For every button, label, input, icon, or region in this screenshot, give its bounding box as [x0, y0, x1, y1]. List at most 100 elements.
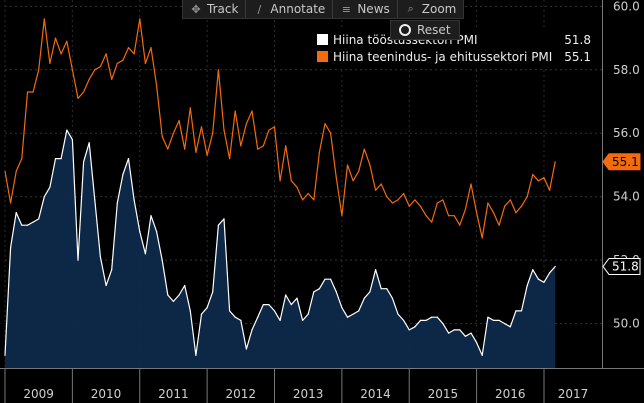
data-point [88, 78, 90, 80]
data-point [10, 246, 12, 248]
data-point [10, 202, 12, 204]
data-point [363, 148, 365, 150]
annotate-button[interactable]: ∕ Annotate [246, 0, 334, 18]
data-point [99, 66, 101, 68]
data-point [515, 212, 517, 214]
data-point [32, 91, 34, 93]
data-point [105, 284, 107, 287]
data-point [414, 326, 416, 328]
data-point [464, 335, 466, 337]
data-point [279, 180, 281, 182]
data-point [83, 161, 85, 163]
chart-toolbar: ✥ Track ∕ Annotate ≡ News ⌕ Zoom [182, 0, 465, 19]
series-area-fill [5, 130, 556, 368]
data-point [273, 310, 276, 312]
reset-label: Reset [417, 23, 451, 37]
data-point [520, 205, 523, 207]
data-point [234, 110, 236, 112]
news-button[interactable]: ≡ News [333, 0, 398, 18]
data-point [150, 215, 152, 217]
data-point [537, 180, 540, 182]
data-point [49, 186, 51, 188]
data-point [43, 196, 45, 198]
data-point [408, 329, 410, 331]
data-point [442, 323, 444, 325]
news-label: News [357, 2, 390, 16]
data-point [324, 278, 326, 280]
data-point [150, 47, 152, 49]
data-point [549, 272, 551, 274]
data-point [464, 208, 466, 210]
data-point [285, 145, 287, 147]
track-button[interactable]: ✥ Track [183, 0, 247, 18]
data-point [476, 212, 478, 214]
data-point [212, 132, 214, 134]
data-point [156, 231, 158, 233]
data-point [358, 170, 360, 172]
y-tick-label: 58.0 [613, 63, 640, 77]
data-point [341, 307, 343, 309]
data-point [161, 135, 163, 137]
data-point [419, 319, 422, 321]
legend-item-services[interactable]: Hiina teenindus- ja ehitussektori PMI 55… [317, 48, 591, 65]
data-point [161, 259, 163, 261]
data-point [419, 205, 422, 207]
data-point [448, 332, 450, 334]
data-point [391, 297, 393, 299]
data-point [532, 173, 534, 176]
data-point [520, 310, 523, 312]
data-point [391, 202, 393, 204]
data-point [431, 221, 433, 223]
reset-button[interactable]: Reset [390, 20, 460, 40]
data-point [172, 132, 174, 134]
data-point [515, 310, 517, 312]
data-point [554, 161, 556, 163]
data-point [234, 316, 236, 318]
data-point [498, 319, 500, 321]
reset-icon [399, 24, 411, 36]
annotate-label: Annotate [270, 2, 326, 16]
data-point [178, 294, 180, 296]
data-point [200, 313, 203, 315]
data-point [453, 329, 455, 331]
crosshair-icon: ✥ [191, 2, 201, 16]
x-tick-label: 2015 [428, 387, 459, 401]
data-point [66, 40, 68, 42]
data-point [262, 304, 264, 306]
legend-label: Hiina teenindus- ja ehitussektori PMI [333, 49, 553, 64]
data-point [403, 319, 405, 321]
data-point [290, 180, 292, 182]
data-point [71, 69, 73, 71]
data-point [481, 354, 483, 356]
data-point [375, 269, 377, 271]
data-point [4, 170, 6, 172]
news-icon: ≡ [341, 2, 351, 16]
data-point [111, 78, 113, 80]
data-point [60, 158, 62, 160]
magnifier-icon: ⌕ [407, 2, 414, 15]
data-point [352, 180, 354, 182]
data-point [195, 354, 197, 356]
data-point [431, 316, 433, 318]
data-point [268, 304, 270, 306]
data-point [26, 224, 29, 226]
data-point [380, 288, 382, 290]
data-point [21, 224, 23, 226]
data-point [32, 221, 34, 223]
data-point [532, 269, 534, 271]
data-point [537, 278, 540, 280]
data-point [206, 154, 208, 156]
data-point [408, 205, 410, 207]
data-point [330, 278, 332, 280]
data-point [94, 69, 96, 71]
zoom-button[interactable]: ⌕ Zoom [398, 0, 464, 18]
data-point [476, 342, 478, 344]
data-point [324, 123, 326, 125]
x-tick-label: 2012 [226, 387, 257, 401]
data-point [189, 310, 191, 312]
data-point [346, 316, 349, 318]
data-point [273, 126, 276, 128]
data-point [425, 319, 427, 321]
data-point [116, 62, 118, 64]
data-point [94, 199, 96, 201]
